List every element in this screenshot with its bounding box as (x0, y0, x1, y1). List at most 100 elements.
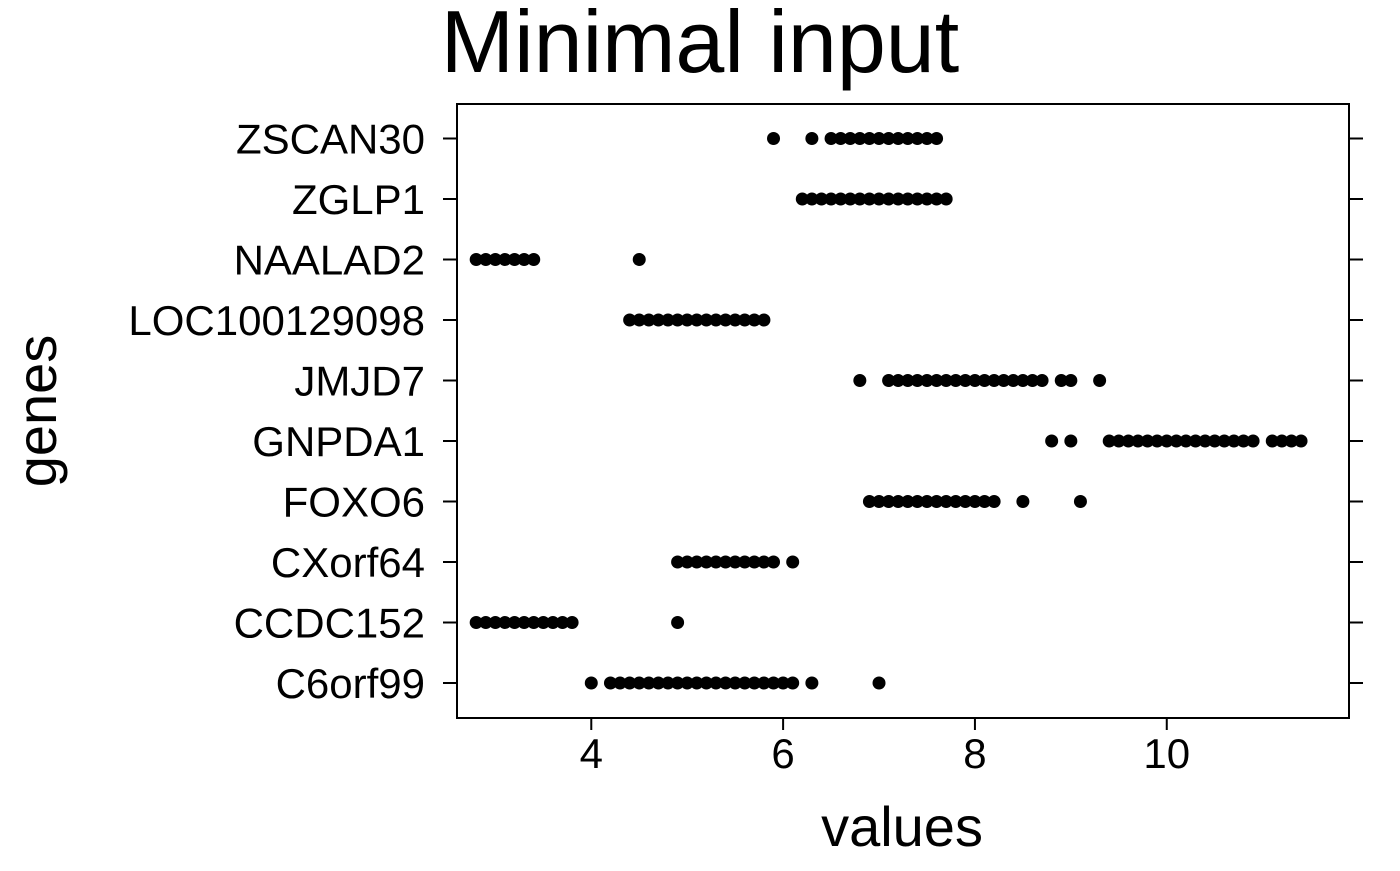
data-point (488, 253, 502, 266)
y-tick-label: CXorf64 (271, 539, 425, 586)
y-tick-label: JMJD7 (294, 358, 425, 405)
data-point (479, 616, 493, 629)
data-point (1160, 434, 1174, 448)
data-point (680, 555, 694, 569)
data-point (651, 313, 665, 327)
data-point (862, 132, 876, 145)
data-point (786, 555, 800, 569)
data-point (824, 132, 838, 145)
x-tick-label: 8 (963, 730, 986, 777)
data-point (1073, 495, 1087, 508)
data-point (661, 313, 675, 327)
y-axis: C6orf99 CCDC152 CXorf64 FOXO6 GNPDA1 JMJD7 LOC… (128, 116, 1363, 707)
data-point (968, 495, 982, 508)
data-point (882, 495, 896, 508)
data-point (719, 555, 733, 569)
data-point (958, 495, 972, 508)
data-point (939, 374, 953, 387)
data-point (958, 374, 972, 387)
data-point (1198, 434, 1212, 448)
data-point (1121, 434, 1135, 448)
data-point (1064, 434, 1078, 448)
data-point (546, 616, 560, 629)
data-point (517, 253, 531, 266)
data-point (690, 555, 704, 569)
data-point (910, 495, 924, 508)
data-point (901, 495, 915, 508)
data-point (527, 253, 541, 266)
data-point (1064, 374, 1078, 387)
data-point (949, 495, 963, 508)
data-point (920, 495, 934, 508)
data-point (747, 555, 761, 569)
data-point (901, 192, 915, 206)
data-point (632, 676, 646, 690)
data-point (901, 132, 915, 145)
data-point (469, 616, 483, 629)
data-point (719, 676, 733, 690)
data-point (805, 192, 819, 206)
data-point (910, 374, 924, 387)
plot-frame (456, 103, 1350, 719)
data-point (1275, 434, 1289, 448)
data-point (1025, 374, 1039, 387)
data-point (757, 555, 771, 569)
data-point (891, 374, 905, 387)
data-point (1208, 434, 1222, 448)
data-point (853, 374, 867, 387)
y-tick-label: ZGLP1 (292, 176, 425, 223)
data-point (872, 192, 886, 206)
data-point (805, 676, 819, 690)
data-point (747, 676, 761, 690)
data-point (709, 313, 723, 327)
data-point (968, 374, 982, 387)
data-point (853, 192, 867, 206)
data-point (939, 192, 953, 206)
data-point (1246, 434, 1260, 448)
data-point (1035, 374, 1049, 387)
data-point (651, 676, 665, 690)
data-point (719, 313, 733, 327)
data-point (1150, 434, 1164, 448)
data-point (795, 192, 809, 206)
data-point (757, 313, 771, 327)
data-point (882, 192, 896, 206)
data-point (930, 132, 944, 145)
data-point (479, 253, 493, 266)
data-point (680, 676, 694, 690)
data-point (891, 192, 905, 206)
data-point (891, 132, 905, 145)
data-point (623, 676, 637, 690)
x-tick-label: 6 (771, 730, 794, 777)
data-point (738, 676, 752, 690)
data-point (1265, 434, 1279, 448)
data-point (738, 555, 752, 569)
data-point (853, 132, 867, 145)
data-point (882, 374, 896, 387)
data-point (671, 313, 685, 327)
x-tick-label: 4 (580, 730, 603, 777)
data-point (671, 555, 685, 569)
data-point (872, 676, 886, 690)
data-point (613, 676, 627, 690)
data-point (978, 374, 992, 387)
y-tick-label: LOC100129098 (128, 297, 425, 344)
data-point (1093, 374, 1107, 387)
data-point (843, 132, 857, 145)
data-point (1112, 434, 1126, 448)
data-point (527, 616, 541, 629)
data-point (814, 192, 828, 206)
data-point (680, 313, 694, 327)
y-tick-label: FOXO6 (283, 479, 425, 526)
data-point (930, 192, 944, 206)
data-point (987, 374, 1001, 387)
data-point (642, 676, 656, 690)
y-tick-label: NAALAD2 (234, 237, 425, 284)
data-point (1006, 374, 1020, 387)
data-point (632, 313, 646, 327)
data-point (862, 192, 876, 206)
data-point (949, 374, 963, 387)
data-point (920, 374, 934, 387)
data-point (498, 253, 512, 266)
